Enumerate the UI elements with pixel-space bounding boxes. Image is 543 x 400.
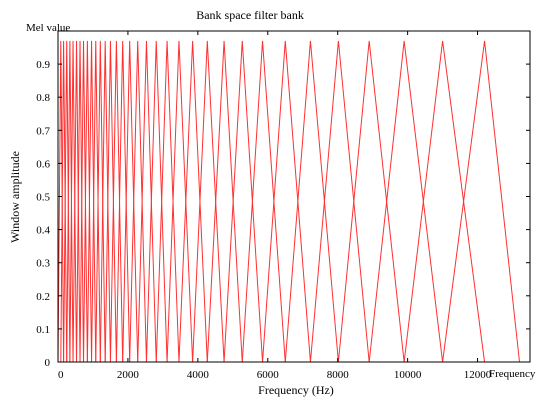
filter-triangle-18 bbox=[129, 40, 147, 363]
x-axis-end-label: Frequency bbox=[489, 368, 536, 380]
y-tick-label: 0.8 bbox=[36, 92, 50, 104]
filter-triangle-34 bbox=[442, 40, 521, 363]
filter-triangle-6 bbox=[72, 40, 81, 363]
filter-triangle-7 bbox=[76, 40, 85, 363]
y-axis-title: Window amplitude bbox=[8, 151, 22, 243]
filter-triangle-31 bbox=[337, 40, 405, 363]
filter-triangle-15 bbox=[109, 40, 124, 363]
y-tick-label: 0.9 bbox=[36, 59, 50, 71]
filter-triangle-17 bbox=[122, 40, 139, 363]
filter-triangle-1 bbox=[57, 40, 65, 363]
filter-triangle-3 bbox=[63, 40, 71, 363]
x-axis-title: Frequency (Hz) bbox=[258, 383, 334, 397]
filter-triangle-4 bbox=[66, 40, 74, 363]
x-tick-label: 2000 bbox=[117, 369, 140, 381]
x-tick-label: 0 bbox=[58, 369, 64, 381]
filter-triangle-14 bbox=[104, 40, 117, 363]
filter-triangle-29 bbox=[284, 40, 339, 363]
y-tick-label: 0.6 bbox=[36, 158, 50, 170]
filter-triangle-21 bbox=[155, 40, 180, 363]
filter-triangle-30 bbox=[309, 40, 370, 363]
filter-triangle-9 bbox=[83, 40, 93, 363]
filter-triangle-5 bbox=[69, 40, 78, 363]
filter-triangle-13 bbox=[99, 40, 111, 363]
axis-tick-labels: 0 2000 4000 6000 8000 10000 12000 0 0.1 0.2 0.3 0.4… bbox=[36, 59, 492, 381]
filter-triangle-10 bbox=[86, 40, 97, 363]
y-tick-label: 0.1 bbox=[36, 324, 50, 336]
x-tick-label: 4000 bbox=[187, 369, 210, 381]
filter-bank-series bbox=[57, 40, 521, 363]
y-tick-label: 0.5 bbox=[36, 192, 50, 204]
y-tick-label: 0.2 bbox=[36, 291, 50, 303]
x-tick-label: 12000 bbox=[464, 369, 492, 381]
filter-triangle-25 bbox=[206, 40, 243, 363]
y-tick-label: 0.7 bbox=[36, 125, 50, 137]
filter-triangle-2 bbox=[60, 40, 68, 363]
y-tick-label: 0.4 bbox=[36, 225, 50, 237]
x-tick-label: 10000 bbox=[394, 369, 422, 381]
filter-triangle-8 bbox=[79, 40, 88, 363]
chart-subtitle: Mel value bbox=[26, 22, 70, 34]
filter-triangle-19 bbox=[137, 40, 157, 363]
filter-triangle-32 bbox=[368, 40, 444, 363]
filter-triangle-33 bbox=[403, 40, 486, 363]
x-tick-label: 6000 bbox=[257, 369, 280, 381]
y-tick-label: 0 bbox=[45, 357, 51, 369]
filter-triangle-28 bbox=[262, 40, 311, 363]
x-tick-label: 8000 bbox=[327, 369, 350, 381]
filter-triangle-23 bbox=[178, 40, 208, 363]
y-tick-label: 0.3 bbox=[36, 258, 50, 270]
filter-triangle-27 bbox=[241, 40, 286, 363]
filter-triangle-12 bbox=[95, 40, 106, 363]
filter-triangle-11 bbox=[91, 40, 101, 363]
filter-triangle-20 bbox=[145, 40, 168, 363]
filter-triangle-26 bbox=[223, 40, 264, 363]
filter-triangle-24 bbox=[192, 40, 225, 363]
axis-ticks bbox=[57, 31, 530, 363]
filter-triangle-16 bbox=[115, 40, 131, 363]
filter-triangle-22 bbox=[166, 40, 194, 363]
chart-title: Bank space filter bank bbox=[196, 8, 304, 22]
